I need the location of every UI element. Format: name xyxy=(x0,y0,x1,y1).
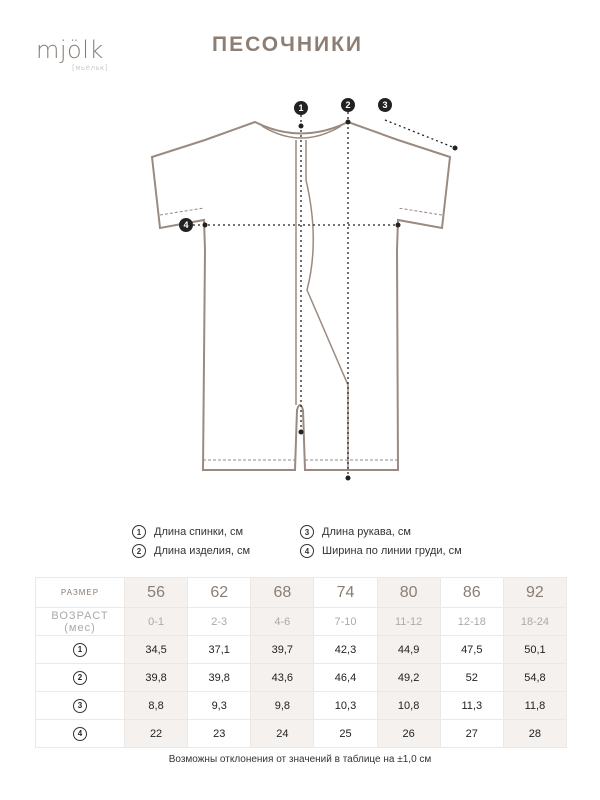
value-cell: 46,4 xyxy=(313,663,378,692)
age-cell: 7-10 xyxy=(313,607,378,636)
size-cell: 80 xyxy=(376,577,441,608)
marker-1-icon: 1 xyxy=(73,642,87,657)
page-title: ПЕСОЧНИКИ xyxy=(212,33,364,56)
age-cell: 18-24 xyxy=(502,607,568,636)
age-cell: 0-1 xyxy=(123,607,189,636)
value-cell: 39,8 xyxy=(123,663,189,692)
legend-item-2: 2 Длина изделия, см xyxy=(132,544,250,558)
measure-row: 1 34,5 37,1 39,7 42,3 44,9 47,5 50,1 xyxy=(35,635,568,664)
size-label: РАЗМЕР xyxy=(35,577,125,608)
marker-1-icon: 1 xyxy=(294,101,308,115)
marker-2-icon: 2 xyxy=(341,98,355,112)
value-cell: 49,2 xyxy=(376,663,441,692)
svg-text:3: 3 xyxy=(382,100,387,110)
measure-row: 2 39,8 39,8 43,6 46,4 49,2 52 54,8 xyxy=(35,663,568,692)
value-cell: 27 xyxy=(439,719,504,748)
value-cell: 54,8 xyxy=(502,663,568,692)
age-label: ВОЗРАСТ (мес) xyxy=(35,607,125,636)
marker-1-icon: 1 xyxy=(132,525,146,539)
value-cell: 11,3 xyxy=(439,691,504,720)
measure-row: 4 22 23 24 25 26 27 28 xyxy=(35,719,568,748)
legend-label: Длина изделия, см xyxy=(154,545,251,557)
marker-4-icon: 4 xyxy=(179,218,193,232)
svg-text:1: 1 xyxy=(298,103,303,113)
age-cell: 11-12 xyxy=(376,607,441,636)
value-cell: 47,5 xyxy=(439,635,504,664)
age-cell: 2-3 xyxy=(187,607,252,636)
value-cell: 10,8 xyxy=(376,691,441,720)
value-cell: 25 xyxy=(313,719,378,748)
marker-3-icon: 3 xyxy=(73,698,87,713)
age-cell: 4-6 xyxy=(250,607,315,636)
value-cell: 26 xyxy=(376,719,441,748)
value-cell: 8,8 xyxy=(123,691,189,720)
svg-text:2: 2 xyxy=(345,100,350,110)
value-cell: 37,1 xyxy=(187,635,252,664)
value-cell: 10,3 xyxy=(313,691,378,720)
value-cell: 39,7 xyxy=(250,635,315,664)
footnote: Возможны отклонения от значений в таблиц… xyxy=(168,754,432,765)
value-cell: 44,9 xyxy=(376,635,441,664)
brand-logo-sub: [мьёльк] xyxy=(72,64,108,72)
value-cell: 42,3 xyxy=(313,635,378,664)
measure-points xyxy=(202,119,458,481)
size-cell: 74 xyxy=(313,577,378,608)
value-cell: 9,3 xyxy=(187,691,252,720)
size-row: РАЗМЕР 56 62 68 74 80 86 92 xyxy=(35,577,568,608)
size-cell: 68 xyxy=(250,577,315,608)
value-cell: 24 xyxy=(250,719,315,748)
row-marker: 2 xyxy=(35,663,125,692)
age-cell: 12-18 xyxy=(439,607,504,636)
age-unit: (мес) xyxy=(64,621,96,634)
size-cell: 86 xyxy=(439,577,504,608)
marker-4-icon: 4 xyxy=(73,726,87,741)
age-row: ВОЗРАСТ (мес) 0-1 2-3 4-6 7-10 11-12 12-18 18-24 xyxy=(35,607,568,636)
garment-diagram: 1 2 3 4 xyxy=(150,98,458,481)
measure-lines xyxy=(193,112,456,478)
value-cell: 50,1 xyxy=(502,635,568,664)
age-label-text: ВОЗРАСТ xyxy=(51,609,109,622)
value-cell: 28 xyxy=(502,719,568,748)
marker-3-icon: 3 xyxy=(378,98,392,112)
row-marker: 1 xyxy=(35,635,125,664)
legend-item-4: 4 Ширина по линии груди, см xyxy=(300,544,462,558)
value-cell: 52 xyxy=(439,663,504,692)
measure-row: 3 8,8 9,3 9,8 10,3 10,8 11,3 11,8 xyxy=(35,691,568,720)
value-cell: 34,5 xyxy=(123,635,189,664)
romper-outline xyxy=(150,120,452,471)
marker-3-icon: 3 xyxy=(300,525,314,539)
size-cell: 56 xyxy=(123,577,189,608)
marker-4-icon: 4 xyxy=(300,544,314,558)
legend-label: Длина спинки, см xyxy=(154,526,244,538)
value-cell: 22 xyxy=(123,719,189,748)
brand-logo: mjölk xyxy=(36,36,104,64)
size-cell: 92 xyxy=(502,577,568,608)
row-marker: 4 xyxy=(35,719,125,748)
legend-item-1: 1 Длина спинки, см xyxy=(132,525,243,539)
value-cell: 9,8 xyxy=(250,691,315,720)
marker-2-icon: 2 xyxy=(73,670,87,685)
row-marker: 3 xyxy=(35,691,125,720)
value-cell: 43,6 xyxy=(250,663,315,692)
legend-item-3: 3 Длина рукава, см xyxy=(300,525,411,539)
legend-label: Длина рукава, см xyxy=(322,526,411,538)
value-cell: 11,8 xyxy=(502,691,568,720)
svg-text:4: 4 xyxy=(183,220,188,230)
legend-label: Ширина по линии груди, см xyxy=(322,545,462,557)
value-cell: 39,8 xyxy=(187,663,252,692)
value-cell: 23 xyxy=(187,719,252,748)
size-cell: 62 xyxy=(187,577,252,608)
marker-2-icon: 2 xyxy=(132,544,146,558)
size-table: РАЗМЕР 56 62 68 74 80 86 92 ВОЗРАСТ (мес) 0-1 2-3 4-… xyxy=(35,577,568,748)
